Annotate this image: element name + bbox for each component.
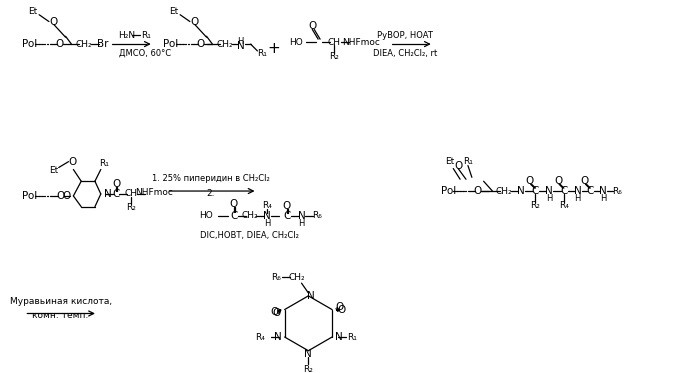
Text: DIEA, CH₂Cl₂, rt: DIEA, CH₂Cl₂, rt bbox=[373, 49, 438, 59]
Text: O: O bbox=[113, 179, 121, 189]
Text: DIC,HOBT, DIEA, CH₂Cl₂: DIC,HOBT, DIEA, CH₂Cl₂ bbox=[200, 231, 299, 239]
Text: H: H bbox=[546, 194, 552, 203]
Text: N: N bbox=[264, 210, 271, 220]
Text: R₆: R₆ bbox=[312, 211, 322, 220]
Text: N: N bbox=[308, 291, 315, 301]
Text: Br: Br bbox=[97, 39, 108, 49]
Text: O: O bbox=[196, 39, 205, 49]
Text: R₂: R₂ bbox=[329, 52, 339, 61]
Text: N: N bbox=[574, 186, 582, 196]
Text: O: O bbox=[526, 176, 534, 186]
Text: CH₂: CH₂ bbox=[241, 211, 258, 220]
Text: R₁: R₁ bbox=[99, 159, 108, 168]
Text: C: C bbox=[113, 189, 120, 199]
Text: CH: CH bbox=[124, 189, 138, 198]
Text: C: C bbox=[586, 186, 594, 196]
Text: Pol: Pol bbox=[22, 191, 38, 201]
Text: H: H bbox=[600, 194, 606, 203]
Text: Pol: Pol bbox=[22, 39, 38, 49]
Text: H₂N: H₂N bbox=[118, 31, 136, 40]
Text: CH₂: CH₂ bbox=[288, 273, 305, 282]
Text: C: C bbox=[230, 210, 238, 220]
Text: R₁: R₁ bbox=[141, 31, 151, 40]
Text: R₄: R₄ bbox=[262, 201, 272, 210]
Text: +: + bbox=[268, 41, 280, 56]
Text: R₁: R₁ bbox=[347, 332, 356, 342]
Text: N: N bbox=[298, 210, 305, 220]
Text: O: O bbox=[62, 191, 71, 201]
Text: R₂: R₂ bbox=[303, 365, 313, 373]
Text: N: N bbox=[599, 186, 607, 196]
Text: CH₂: CH₂ bbox=[217, 40, 233, 48]
Text: C: C bbox=[560, 186, 568, 196]
Text: O: O bbox=[230, 199, 238, 209]
Text: NHFmoc: NHFmoc bbox=[135, 188, 173, 197]
Text: O: O bbox=[554, 176, 562, 186]
Text: CH₂: CH₂ bbox=[75, 40, 92, 48]
Text: O: O bbox=[57, 191, 65, 201]
Text: Pol: Pol bbox=[440, 186, 456, 196]
Text: N: N bbox=[545, 186, 553, 196]
Text: R₄: R₄ bbox=[255, 332, 265, 342]
Text: N: N bbox=[305, 349, 312, 359]
Text: Et: Et bbox=[170, 7, 179, 16]
Text: HO: HO bbox=[199, 211, 212, 220]
Text: Муравьиная кислота,: Муравьиная кислота, bbox=[10, 297, 112, 306]
Text: H: H bbox=[298, 219, 305, 228]
Text: H: H bbox=[238, 37, 244, 46]
Text: O: O bbox=[271, 307, 279, 317]
Text: Et: Et bbox=[29, 7, 38, 16]
Text: N: N bbox=[335, 332, 343, 342]
Text: Et: Et bbox=[445, 157, 454, 166]
Text: CH: CH bbox=[327, 38, 340, 47]
Text: Et: Et bbox=[49, 166, 59, 175]
Text: O: O bbox=[308, 22, 317, 31]
Text: O: O bbox=[474, 186, 482, 196]
Text: 1. 25% пиперидин в CH₂Cl₂: 1. 25% пиперидин в CH₂Cl₂ bbox=[152, 174, 269, 183]
Text: R₂: R₂ bbox=[531, 201, 540, 210]
Text: R₆: R₆ bbox=[612, 186, 621, 195]
Text: O: O bbox=[191, 16, 199, 26]
Text: 2.: 2. bbox=[206, 189, 215, 198]
Text: O: O bbox=[338, 305, 346, 314]
Text: NHFmoc: NHFmoc bbox=[343, 38, 380, 47]
Text: H: H bbox=[575, 194, 581, 203]
Text: O: O bbox=[454, 160, 462, 170]
Text: R₂: R₂ bbox=[127, 203, 136, 212]
Text: O: O bbox=[282, 201, 291, 211]
Text: O: O bbox=[580, 176, 589, 186]
Text: комн. темп.: комн. темп. bbox=[32, 311, 89, 320]
Text: N: N bbox=[274, 332, 282, 342]
Text: O: O bbox=[273, 307, 281, 317]
Text: N: N bbox=[517, 186, 525, 196]
Text: O: O bbox=[69, 157, 76, 167]
Text: R₁: R₁ bbox=[463, 157, 473, 166]
Text: R₁: R₁ bbox=[257, 49, 267, 59]
Text: O: O bbox=[336, 302, 344, 311]
Text: O: O bbox=[55, 39, 64, 49]
Text: PyBOP, HOAT: PyBOP, HOAT bbox=[377, 31, 433, 40]
Text: C: C bbox=[532, 186, 539, 196]
Text: N: N bbox=[237, 41, 245, 51]
Text: Pol: Pol bbox=[164, 39, 179, 49]
Text: H: H bbox=[264, 219, 271, 228]
Text: R₆: R₆ bbox=[271, 273, 281, 282]
Text: R₄: R₄ bbox=[559, 201, 569, 210]
Text: ДМСО, 60°C: ДМСО, 60°C bbox=[120, 48, 171, 57]
Text: O: O bbox=[50, 16, 58, 26]
Text: C: C bbox=[283, 210, 291, 220]
Text: HO: HO bbox=[289, 38, 303, 47]
Text: N: N bbox=[103, 189, 111, 199]
Text: CH₂: CH₂ bbox=[496, 186, 512, 195]
